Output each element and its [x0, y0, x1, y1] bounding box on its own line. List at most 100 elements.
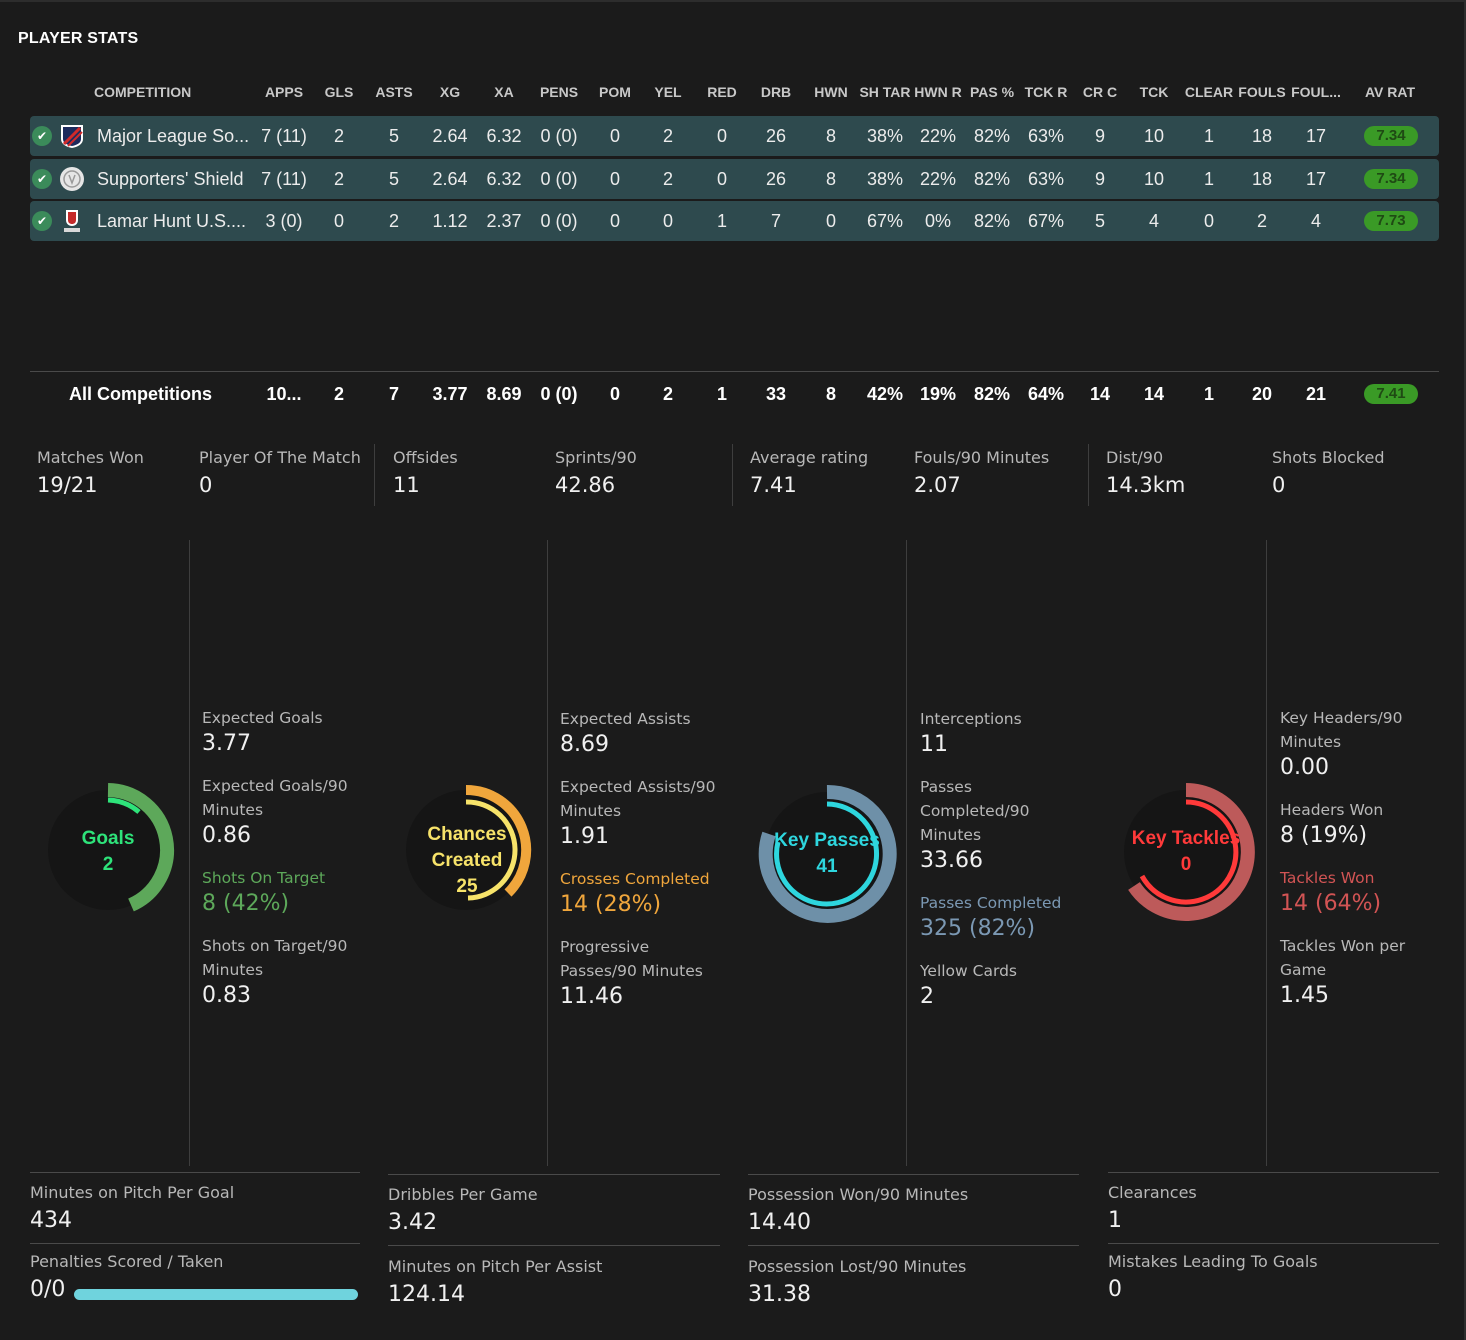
stat-label: Mistakes Leading To Goals — [1108, 1252, 1318, 1271]
chances-created-ring-chart — [406, 784, 532, 910]
summary-value: 42.86 — [555, 473, 616, 497]
table-cell: 38% — [866, 169, 904, 189]
col-header-hwn[interactable]: HWN — [814, 84, 848, 100]
col-header-drb[interactable]: DRB — [760, 84, 792, 100]
totals-cell: 42% — [866, 384, 904, 404]
table-cell: 0 — [662, 211, 674, 231]
col-header-hwn-r[interactable]: HWN R — [914, 84, 962, 100]
summary-fouls-per-90: Fouls/90 Minutes 2.07 — [914, 448, 1049, 497]
table-cell: 2 — [333, 126, 345, 146]
stat-value: 8.69 — [560, 732, 609, 757]
stat-label: Passes Completed/90 Minutes — [920, 778, 1030, 844]
col-header-clear[interactable]: CLEAR — [1184, 84, 1234, 100]
table-cell: 0 (0) — [540, 126, 578, 146]
stat-value: 3.77 — [202, 731, 251, 756]
bottom-divider — [748, 1174, 1079, 1175]
check-icon: ✔ — [32, 126, 52, 146]
col-header-asts[interactable]: ASTS — [375, 84, 413, 100]
table-cell: 1.12 — [432, 211, 468, 231]
col-header-red[interactable]: RED — [707, 84, 737, 100]
table-cell: 10 — [1143, 126, 1165, 146]
table-cell: 0 — [716, 126, 728, 146]
col-header-pom[interactable]: POM — [599, 84, 631, 100]
stat-value: 434 — [30, 1208, 72, 1233]
bottom-divider — [748, 1245, 1079, 1246]
stat-label: Possession Won/90 Minutes — [748, 1185, 969, 1204]
stat-value: 325 (82%) — [920, 916, 1036, 941]
stat-value: 0.86 — [202, 823, 251, 848]
table-cell: 5 — [388, 126, 400, 146]
summary-value: 7.41 — [750, 473, 797, 497]
col-header-pas-pct[interactable]: PAS % — [969, 84, 1015, 100]
col-header-tck[interactable]: TCK — [1139, 84, 1169, 100]
table-header: COMPETITION APPS GLS ASTS XG XA PENS POM… — [30, 84, 1440, 106]
col-header-cr-c[interactable]: CR C — [1082, 84, 1118, 100]
table-cell: 5 — [1094, 211, 1106, 231]
stat-value: 124.14 — [388, 1282, 465, 1307]
summary-player-of-the-match: Player Of The Match 0 — [199, 448, 361, 497]
ring-title: Key Tackles — [1131, 828, 1241, 849]
col-header-pens[interactable]: PENS — [539, 84, 579, 100]
table-cell: 7 — [770, 211, 782, 231]
stat-label: Tackles Won — [1280, 869, 1375, 887]
col-header-xg[interactable]: XG — [439, 84, 461, 100]
table-cell: 2 — [662, 126, 674, 146]
stat-dribbles-per-game: Dribbles Per Game 3.42 — [388, 1185, 538, 1235]
col-header-gls[interactable]: GLS — [324, 84, 354, 100]
stat-mistakes-leading-to-goals: Mistakes Leading To Goals 0 — [1108, 1252, 1318, 1302]
table-cell: 10 — [1143, 169, 1165, 189]
mls-logo-icon — [58, 122, 86, 150]
col-header-sh-tar[interactable]: SH TAR — [859, 84, 911, 100]
totals-cell: 0 — [609, 384, 621, 404]
penalties-progress-bar — [74, 1289, 358, 1300]
stat-value: 14 (28%) — [560, 892, 662, 917]
col-header-xa[interactable]: XA — [494, 84, 514, 100]
bottom-divider — [388, 1174, 720, 1175]
col-header-tck-r[interactable]: TCK R — [1024, 84, 1068, 100]
table-row[interactable]: ✔ Supporters' Shield 7 (11) 2 5 2.64 6.32 0 (0)… — [30, 159, 1439, 199]
table-cell: 63% — [1027, 126, 1065, 146]
column-divider — [906, 540, 907, 1166]
col-header-competition[interactable]: COMPETITION — [94, 84, 192, 100]
table-cell: 1 — [1203, 169, 1215, 189]
table-row[interactable]: ✔ Lamar Hunt U.S.... 3 (0) 0 2 1.12 2.37 0 (0) 0… — [30, 201, 1439, 241]
table-cell: 22% — [919, 126, 957, 146]
col-header-fouls[interactable]: FOULS — [1238, 84, 1286, 100]
table-cell: 8 — [825, 126, 837, 146]
summary-label: Average rating — [750, 448, 869, 467]
chances-created-ring-label: Chances Created 25 — [407, 822, 527, 900]
stat-penalties: Penalties Scored / Taken 0/0 — [30, 1252, 223, 1302]
summary-average-rating: Average rating 7.41 — [750, 448, 868, 497]
stat-value: 1.45 — [1280, 983, 1329, 1008]
table-cell: 2 — [388, 211, 400, 231]
rating-badge: 7.41 — [1364, 384, 1418, 404]
table-cell: 4 — [1310, 211, 1322, 231]
stat-value: 1 — [1108, 1208, 1122, 1233]
totals-cell: 1 — [716, 384, 728, 404]
table-cell: 17 — [1305, 126, 1327, 146]
stat-label: Expected Goals/90 Minutes — [202, 777, 348, 819]
totals-cell: 19% — [919, 384, 957, 404]
table-row[interactable]: ✔ Major League So... 7 (11) 2 5 2.64 6.32 0 (0)… — [30, 116, 1439, 156]
open-cup-logo-icon — [58, 207, 86, 235]
table-cell: 1 — [716, 211, 728, 231]
summary-value: 19/21 — [37, 473, 98, 497]
col-header-fouls-against[interactable]: FOUL... — [1291, 84, 1341, 100]
summary-divider — [374, 444, 375, 506]
totals-cell: 2 — [333, 384, 345, 404]
stat-possession-won: Possession Won/90 Minutes 14.40 — [748, 1185, 968, 1235]
table-cell: 0% — [924, 211, 952, 231]
col-header-yel[interactable]: YEL — [654, 84, 682, 100]
col-header-apps[interactable]: APPS — [264, 84, 304, 100]
competition-name[interactable]: Major League So... — [97, 126, 250, 146]
col-header-av-rat[interactable]: AV RAT — [1364, 84, 1416, 100]
summary-label: Matches Won — [37, 448, 144, 467]
stat-value: 0/0 — [30, 1277, 66, 1302]
summary-divider — [1088, 444, 1089, 506]
stat-expected-assists: Expected Assists 8.69 — [560, 707, 730, 759]
competition-name[interactable]: Supporters' Shield — [97, 169, 244, 189]
stat-minutes-per-assist: Minutes on Pitch Per Assist 124.14 — [388, 1257, 602, 1307]
competition-name[interactable]: Lamar Hunt U.S.... — [97, 211, 247, 231]
penalties-progress-fill — [74, 1289, 358, 1300]
